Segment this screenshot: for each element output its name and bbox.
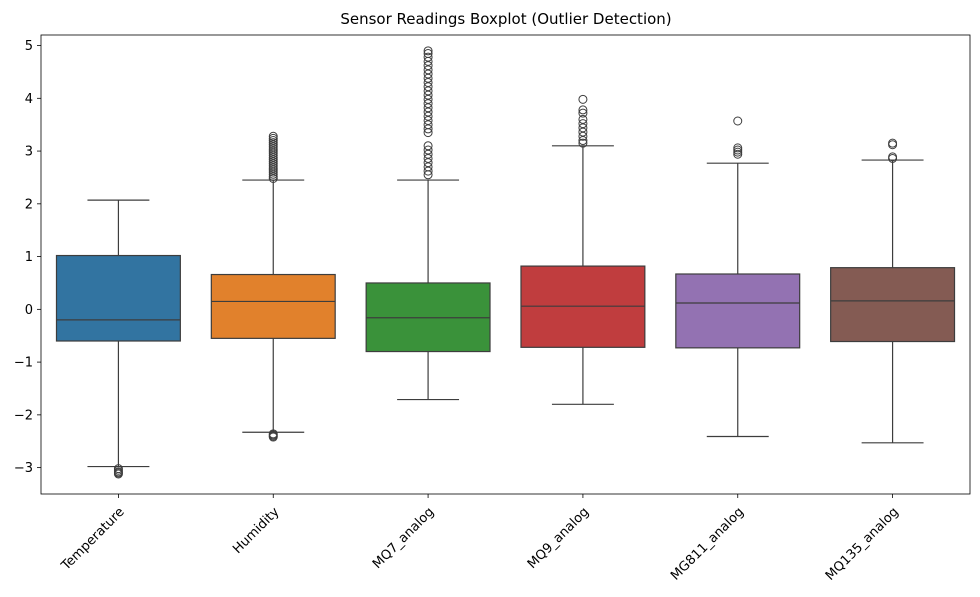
axes-frame: [40, 34, 971, 495]
y-tick-label: 3: [25, 145, 33, 160]
outlier-point: [733, 149, 743, 159]
y-tick-label: 4: [25, 92, 33, 107]
x-tick-label: MG811_analog: [668, 505, 747, 584]
outlier-point: [268, 432, 278, 442]
outlier-point: [268, 136, 278, 146]
outlier-point: [423, 46, 433, 56]
y-tick-label: 0: [25, 303, 33, 318]
outlier-point: [113, 469, 123, 479]
outlier-point: [578, 114, 588, 124]
outlier-point: [268, 133, 278, 143]
box-temperature: [55, 254, 181, 342]
box-mg811-analog: [675, 273, 801, 349]
y-tick-label: −2: [14, 408, 33, 423]
x-tick-label: Temperature: [58, 505, 128, 575]
outlier-point: [423, 52, 433, 62]
y-tick-label: 2: [25, 197, 33, 212]
box-mq135-analog: [830, 267, 956, 343]
outlier-point: [888, 138, 898, 148]
outlier-point: [578, 119, 588, 129]
y-tick-label: 1: [25, 250, 33, 265]
chart-title: Sensor Readings Boxplot (Outlier Detecti…: [340, 10, 671, 28]
outlier-point: [423, 48, 433, 58]
outlier-point: [268, 131, 278, 141]
y-tick-label: −3: [14, 461, 33, 476]
outlier-point: [423, 145, 433, 155]
x-tick-label: MQ7_analog: [370, 505, 437, 572]
outlier-point: [268, 138, 278, 148]
outlier-point: [423, 141, 433, 151]
outlier-point: [578, 94, 588, 104]
y-tick-label: 5: [25, 39, 33, 54]
outlier-point: [733, 147, 743, 157]
x-tick-label: Humidity: [230, 504, 283, 557]
outlier-point: [578, 105, 588, 115]
outlier-point: [888, 152, 898, 162]
outlier-point: [578, 108, 588, 118]
plot-area: −3 −2 −1 0 1 2 3 4 5 Temperature Humidity MQ7_analo…: [14, 34, 971, 584]
outlier-point: [733, 116, 743, 126]
box-humidity: [210, 273, 336, 339]
y-tick-label: −1: [14, 356, 33, 371]
outlier-point: [733, 143, 743, 153]
x-tick-label: MQ135_analog: [823, 505, 902, 584]
outlier-point: [578, 138, 588, 148]
outlier-point: [733, 145, 743, 155]
x-tick-label: MQ9_analog: [525, 505, 592, 572]
